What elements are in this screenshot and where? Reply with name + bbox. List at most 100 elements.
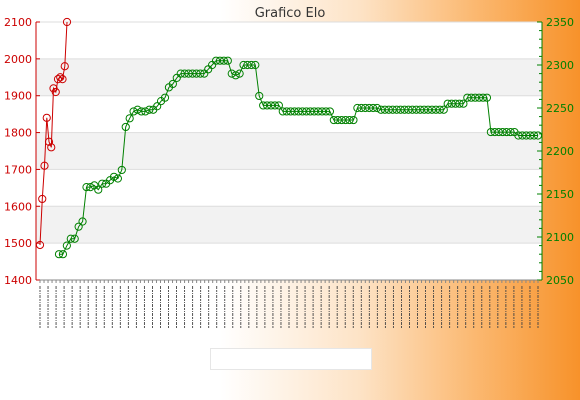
data-point [145,105,154,114]
data-point [506,127,515,137]
data-point [129,107,138,116]
data-point [420,105,429,114]
y-left-tick-label: 1600 [4,200,32,213]
data-point [62,17,72,27]
y-right-tick-label: 2300 [546,59,574,72]
data-point [98,179,107,188]
data-point [290,107,299,116]
y-left-tick-label: 2000 [4,53,32,66]
data-point [427,105,437,114]
data-point [522,131,531,140]
data-point [35,240,45,250]
data-point [223,56,232,65]
data-point [486,127,495,137]
data-point [447,99,456,108]
data-point [266,101,276,110]
data-point [467,93,476,102]
data-point [529,131,539,140]
data-point [353,103,362,113]
data-point [133,105,142,114]
data-point [259,101,268,110]
data-point [219,56,229,65]
data-point [498,127,507,137]
data-point [188,69,197,78]
data-point [270,101,280,110]
y-right-tick-label: 2200 [546,145,574,158]
data-point [247,60,256,70]
chart-title: Grafico Elo [255,6,326,21]
data-point [302,107,311,116]
data-point [54,250,64,259]
data-point [388,105,397,114]
data-point [380,105,389,114]
data-point [86,183,95,192]
data-point [357,103,366,113]
data-point [58,250,68,259]
data-point [502,127,511,137]
data-point [227,69,236,78]
data-point [404,105,413,114]
grid-band [36,132,542,170]
data-point [345,115,354,125]
data-point [40,161,49,170]
data-point [526,131,535,140]
y-left-tick-label: 2100 [4,16,32,29]
data-point [117,165,126,175]
data-point [60,62,69,71]
data-point [384,105,393,114]
data-point [51,87,60,97]
grid-band [36,58,542,96]
data-point [184,69,193,78]
data-point [329,115,338,125]
data-point [62,241,71,250]
y-right-tick-label: 2350 [546,16,574,29]
data-point [416,105,425,114]
y-left-tick-label: 1900 [4,90,32,103]
data-point [341,115,350,125]
data-point [42,113,51,122]
data-point [180,69,189,78]
data-point [66,234,75,243]
data-point [471,93,480,102]
data-point [243,60,252,70]
data-point [349,115,358,125]
data-point [475,93,484,102]
data-point [53,75,63,84]
data-point [443,99,452,108]
y-left-tick-label: 1700 [4,163,32,176]
data-point [337,115,346,125]
grid-band [36,206,542,244]
data-point [235,69,244,78]
data-point [125,114,134,123]
data-point [494,127,503,137]
legend [210,348,372,370]
data-point [408,105,417,114]
data-point [439,105,448,114]
data-point [176,69,185,78]
data-point [412,105,421,114]
data-point [56,73,65,82]
data-point [94,185,103,194]
data-point [168,79,177,89]
data-point [514,131,523,140]
data-point [251,60,260,70]
data-point [533,131,543,140]
data-point [255,91,264,101]
data-point [231,71,240,80]
data-point [278,107,287,116]
data-point [482,93,492,102]
data-point [518,131,527,140]
data-point [294,107,303,116]
data-point [325,107,335,116]
data-point [160,93,170,102]
y-right-tick-label: 2250 [546,102,574,115]
data-point [317,107,327,116]
data-point [298,107,307,116]
data-point [74,222,83,231]
data-point [47,143,56,152]
data-point [455,99,464,108]
y-left-tick-label: 1800 [4,127,32,140]
data-point [459,99,468,108]
data-point [239,60,248,70]
